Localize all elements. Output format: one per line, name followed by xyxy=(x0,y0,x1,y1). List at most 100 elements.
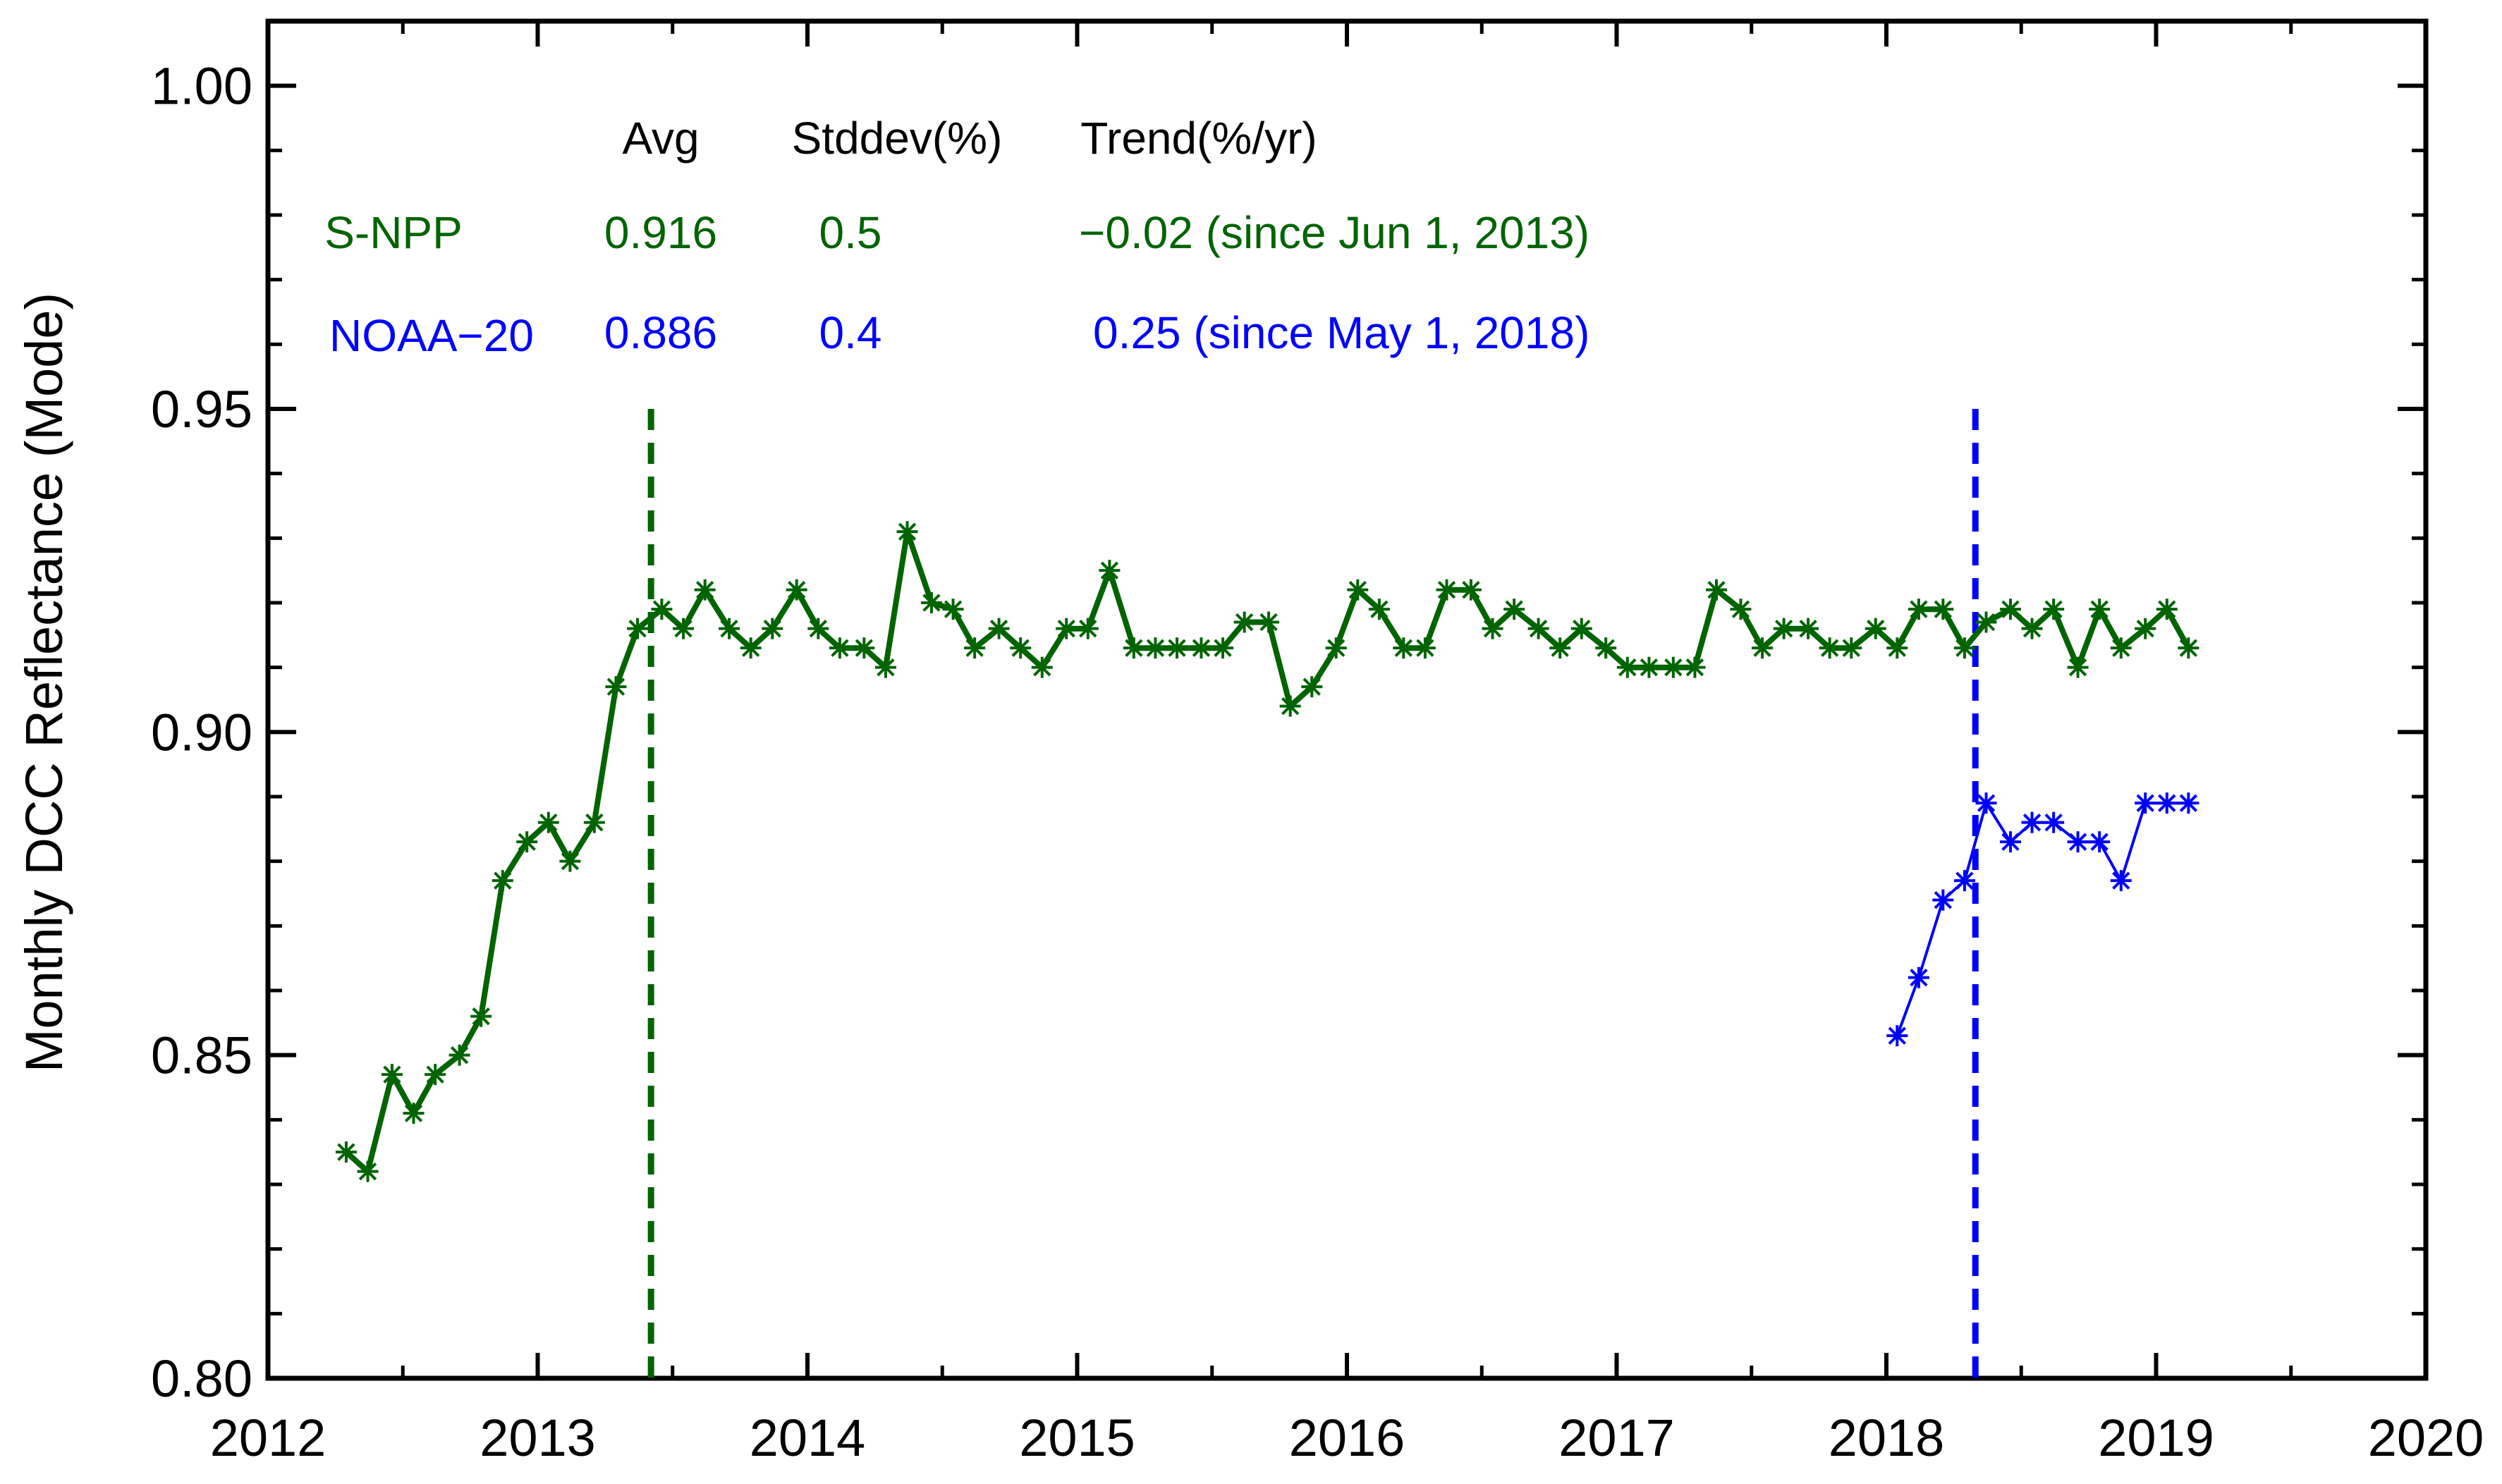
marker-stroke xyxy=(1618,658,1637,677)
marker-stroke xyxy=(652,600,671,618)
data-point-s-npp xyxy=(874,656,896,678)
data-point-s-npp xyxy=(381,1064,403,1086)
x-tick-label: 2019 xyxy=(2098,1409,2214,1467)
marker-stroke xyxy=(2179,794,2198,812)
data-point-s-npp xyxy=(1031,656,1053,678)
marker-stroke xyxy=(1057,620,1075,638)
y-tick-label: 1.00 xyxy=(151,57,252,116)
stats-row-noaa20-stddev: 0.4 xyxy=(819,307,882,358)
data-point-s-npp xyxy=(1166,637,1188,659)
marker-stroke xyxy=(1259,613,1278,632)
data-point-s-npp xyxy=(1706,579,1728,601)
data-point-s-npp xyxy=(2110,637,2132,659)
marker-stroke xyxy=(1955,639,1974,657)
marker-stroke xyxy=(1416,639,1434,657)
marker-stroke xyxy=(606,677,626,696)
marker-stroke xyxy=(1462,581,1480,599)
data-point-s-npp xyxy=(1212,637,1234,659)
data-point-s-npp xyxy=(1393,637,1415,659)
x-tick-label: 2020 xyxy=(2368,1409,2484,1467)
x-tick-label: 2014 xyxy=(750,1409,866,1467)
data-point-s-npp xyxy=(694,579,716,601)
data-point-s-npp xyxy=(335,1141,357,1163)
marker-stroke xyxy=(1664,658,1683,677)
data-point-s-npp xyxy=(470,1005,492,1027)
data-point-s-npp xyxy=(1999,599,2021,620)
marker-stroke xyxy=(877,658,895,677)
data-point-s-npp xyxy=(1145,637,1166,659)
marker-stroke xyxy=(494,871,512,890)
x-tick-label: 2013 xyxy=(480,1409,596,1467)
marker-stroke xyxy=(2044,600,2063,618)
data-point-s-npp xyxy=(1798,618,1819,639)
data-point-s-npp xyxy=(651,599,673,620)
marker-stroke xyxy=(561,852,580,871)
data-point-noaa-20 xyxy=(2135,792,2156,814)
y-tick-label: 0.95 xyxy=(151,380,252,439)
data-point-noaa-20 xyxy=(1975,792,1997,814)
data-point-s-npp xyxy=(920,592,942,613)
marker-stroke xyxy=(2068,833,2087,851)
data-point-s-npp xyxy=(1368,599,1390,620)
marker-stroke xyxy=(1529,620,1548,638)
marker-stroke xyxy=(518,833,536,851)
marker-stroke xyxy=(2001,833,2020,851)
marker-stroke xyxy=(1774,620,1793,638)
data-point-s-npp xyxy=(1549,637,1571,659)
marker-stroke xyxy=(1910,600,1928,618)
y-axis-label: Monthly DCC Reflectance (Mode) xyxy=(15,293,73,1072)
data-point-s-npp xyxy=(1258,611,1280,633)
data-point-s-npp xyxy=(1886,637,1908,659)
data-point-s-npp xyxy=(1325,637,1347,659)
data-point-s-npp xyxy=(673,618,695,639)
data-point-s-npp xyxy=(2043,599,2065,620)
data-point-s-npp xyxy=(1865,618,1886,639)
data-point-s-npp xyxy=(1099,560,1121,582)
data-point-s-npp xyxy=(1638,656,1660,678)
x-tick-label: 2017 xyxy=(1558,1409,1675,1467)
marker-stroke xyxy=(1192,639,1211,657)
marker-stroke xyxy=(1597,639,1615,657)
data-point-s-npp xyxy=(1301,676,1323,698)
data-point-s-npp xyxy=(762,618,783,639)
marker-stroke xyxy=(1685,658,1704,677)
data-point-noaa-20 xyxy=(2089,831,2111,853)
data-point-s-npp xyxy=(2021,618,2043,639)
data-point-noaa-20 xyxy=(1932,889,1954,911)
data-point-s-npp xyxy=(1056,618,1078,639)
data-point-s-npp xyxy=(740,637,762,659)
data-point-s-npp xyxy=(786,579,807,601)
data-point-s-npp xyxy=(425,1064,446,1086)
data-point-s-npp xyxy=(403,1103,425,1124)
y-tick-label: 0.85 xyxy=(151,1026,252,1085)
data-point-s-npp xyxy=(583,811,605,833)
stats-row-snpp-trend: −0.02 (since Jun 1, 2013) xyxy=(1079,207,1589,258)
series-line-noaa-20 xyxy=(1896,802,2189,1036)
marker-stroke xyxy=(1505,600,1523,618)
data-point-noaa-20 xyxy=(2021,811,2043,833)
marker-stroke xyxy=(2158,600,2176,618)
marker-stroke xyxy=(426,1065,444,1084)
marker-stroke xyxy=(720,620,738,638)
marker-stroke xyxy=(2090,833,2109,851)
y-tick-label: 0.90 xyxy=(151,703,252,761)
marker-stroke xyxy=(337,1143,355,1161)
marker-stroke xyxy=(539,814,558,832)
marker-stroke xyxy=(1483,620,1502,638)
data-point-s-npp xyxy=(896,521,918,543)
data-point-s-npp xyxy=(357,1160,379,1182)
marker-stroke xyxy=(1842,639,1860,657)
marker-stroke xyxy=(965,639,984,657)
marker-stroke xyxy=(809,620,827,638)
marker-stroke xyxy=(1888,1026,1906,1045)
stats-row-noaa20-name: NOAA−20 xyxy=(329,310,534,361)
data-point-s-npp xyxy=(1570,618,1592,639)
marker-stroke xyxy=(1394,639,1412,657)
marker-stroke xyxy=(1934,891,1952,909)
data-point-s-npp xyxy=(1953,637,1975,659)
marker-stroke xyxy=(831,639,849,657)
data-point-noaa-20 xyxy=(1886,1025,1908,1047)
stats-row-noaa20-trend: 0.25 (since May 1, 2018) xyxy=(1093,307,1589,358)
data-point-s-npp xyxy=(1190,637,1212,659)
stats-row-snpp-name: S-NPP xyxy=(324,207,463,258)
